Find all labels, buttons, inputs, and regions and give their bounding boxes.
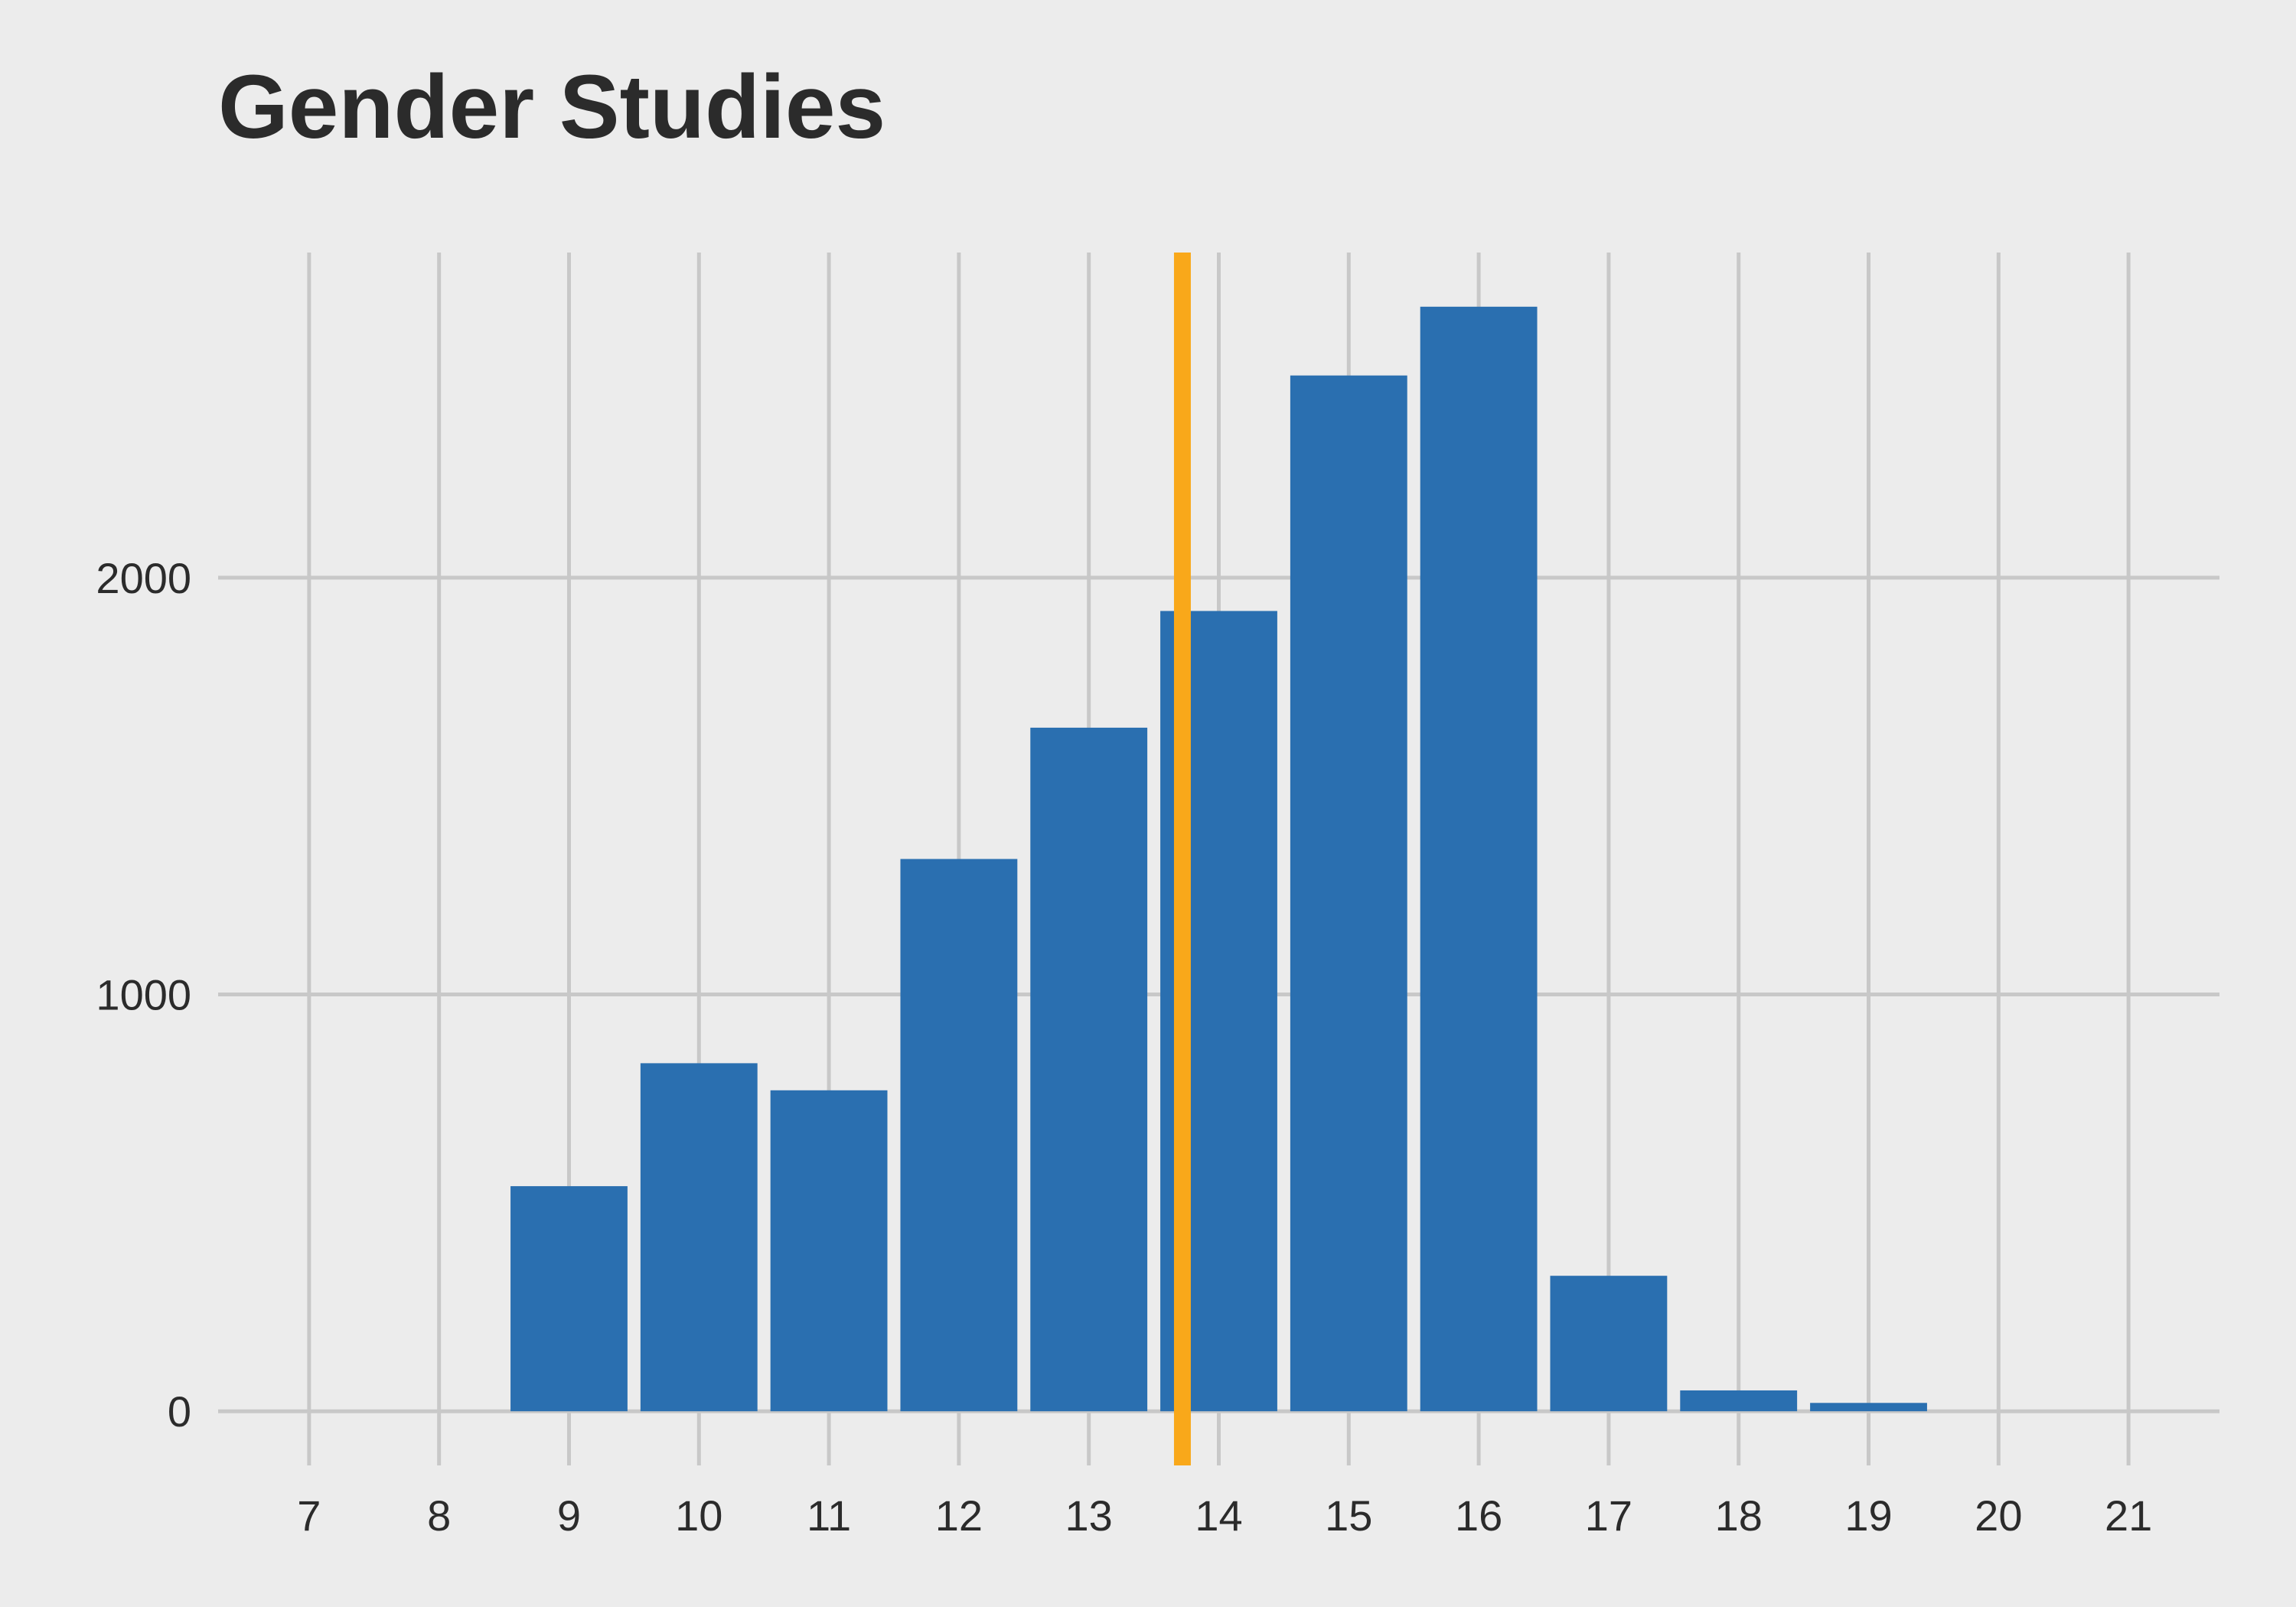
bar <box>900 859 1018 1412</box>
x-tick-label: 14 <box>1195 1491 1242 1540</box>
x-tick-label: 21 <box>2105 1491 2152 1540</box>
y-tick-label: 2000 <box>96 554 191 602</box>
y-axis-ticks: 0 1000 2000 <box>96 554 191 1436</box>
bar <box>1030 727 1148 1412</box>
x-tick-label: 7 <box>297 1491 321 1540</box>
x-tick-label: 20 <box>1975 1491 2022 1540</box>
x-tick-label: 10 <box>675 1491 722 1540</box>
y-tick-label: 0 <box>168 1387 191 1436</box>
x-tick-label: 18 <box>1715 1491 1763 1540</box>
bar <box>1550 1276 1668 1412</box>
x-tick-label: 19 <box>1844 1491 1892 1540</box>
chart-title: Gender Studies <box>218 57 886 158</box>
bar <box>1290 375 1407 1412</box>
bar <box>1810 1403 1927 1412</box>
x-axis-ticks: 7 8 9 10 11 12 13 14 15 16 17 18 19 20 21 <box>297 1491 2152 1540</box>
x-tick-label: 13 <box>1065 1491 1113 1540</box>
x-tick-label: 11 <box>807 1491 851 1540</box>
bar <box>1420 306 1538 1412</box>
bar <box>770 1090 888 1412</box>
x-tick-label: 17 <box>1585 1491 1632 1540</box>
x-tick-label: 16 <box>1455 1491 1502 1540</box>
x-tick-label: 9 <box>557 1491 581 1540</box>
bars <box>510 306 1927 1412</box>
x-tick-label: 12 <box>935 1491 983 1540</box>
bar <box>1680 1390 1798 1412</box>
x-tick-label: 8 <box>427 1491 451 1540</box>
bar <box>510 1186 628 1412</box>
y-tick-label: 1000 <box>96 971 191 1019</box>
bar <box>640 1063 758 1412</box>
x-tick-label: 15 <box>1325 1491 1372 1540</box>
